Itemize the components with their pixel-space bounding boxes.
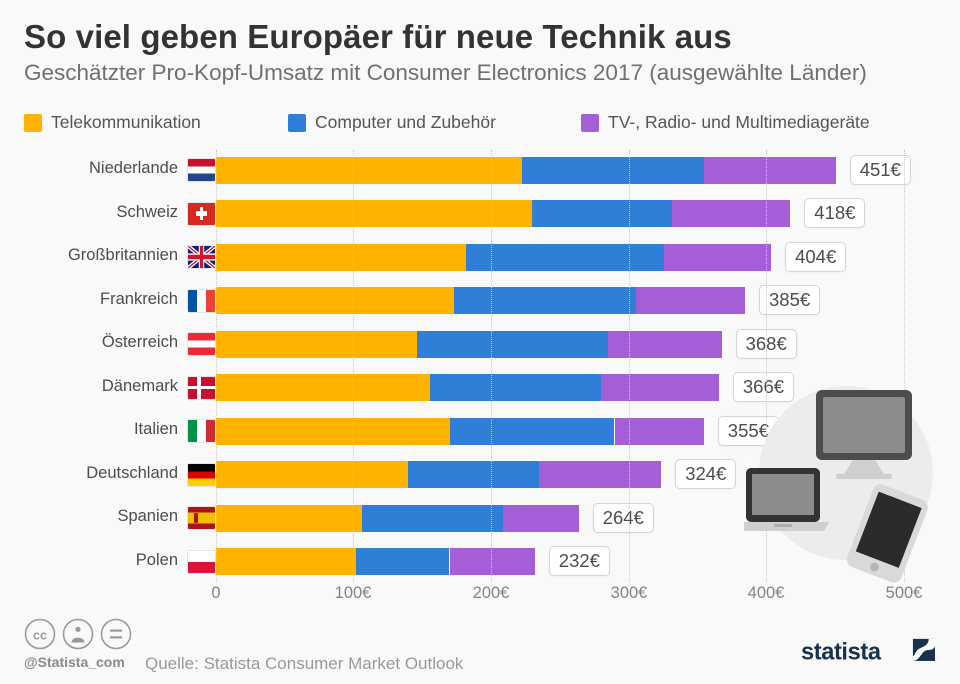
svg-text:statista: statista [801,639,882,665]
svg-text:cc: cc [33,629,47,643]
